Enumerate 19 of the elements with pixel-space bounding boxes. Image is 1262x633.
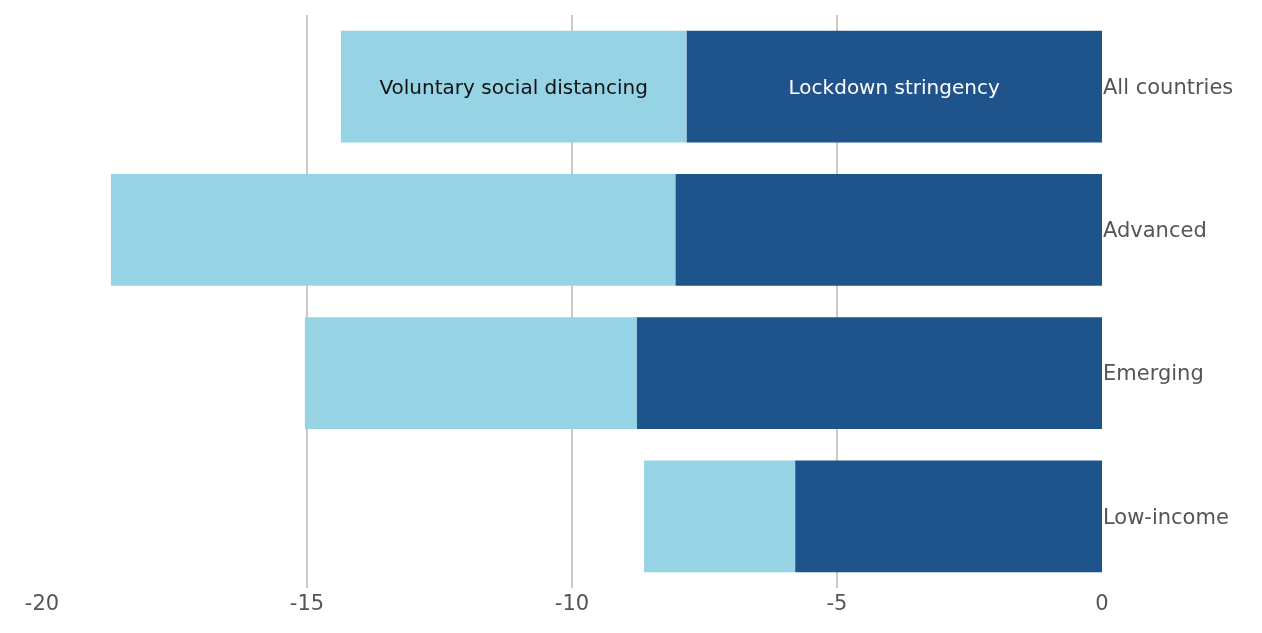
x-tick-label: 0: [1095, 591, 1109, 615]
bar: [304, 317, 637, 429]
bar: [795, 460, 1102, 573]
series-label: Voluntary social distancing: [379, 74, 648, 99]
bar: [686, 30, 1102, 143]
y-tick-label: Emerging: [1103, 361, 1204, 386]
bar: [675, 174, 1102, 286]
bar: [110, 174, 676, 286]
series-label: Lockdown stringency: [788, 74, 1000, 99]
bar: [340, 30, 687, 143]
x-tick-label: -5: [826, 591, 848, 615]
y-tick-label: Advanced: [1103, 218, 1207, 243]
x-tick-label: -10: [554, 591, 590, 615]
x-tick-label: -15: [289, 591, 325, 615]
bar: [644, 460, 796, 573]
bar: [636, 317, 1102, 429]
y-tick-label: All countries: [1103, 74, 1234, 99]
x-tick-label: -20: [24, 591, 60, 615]
y-tick-label: Low-income: [1103, 504, 1229, 529]
